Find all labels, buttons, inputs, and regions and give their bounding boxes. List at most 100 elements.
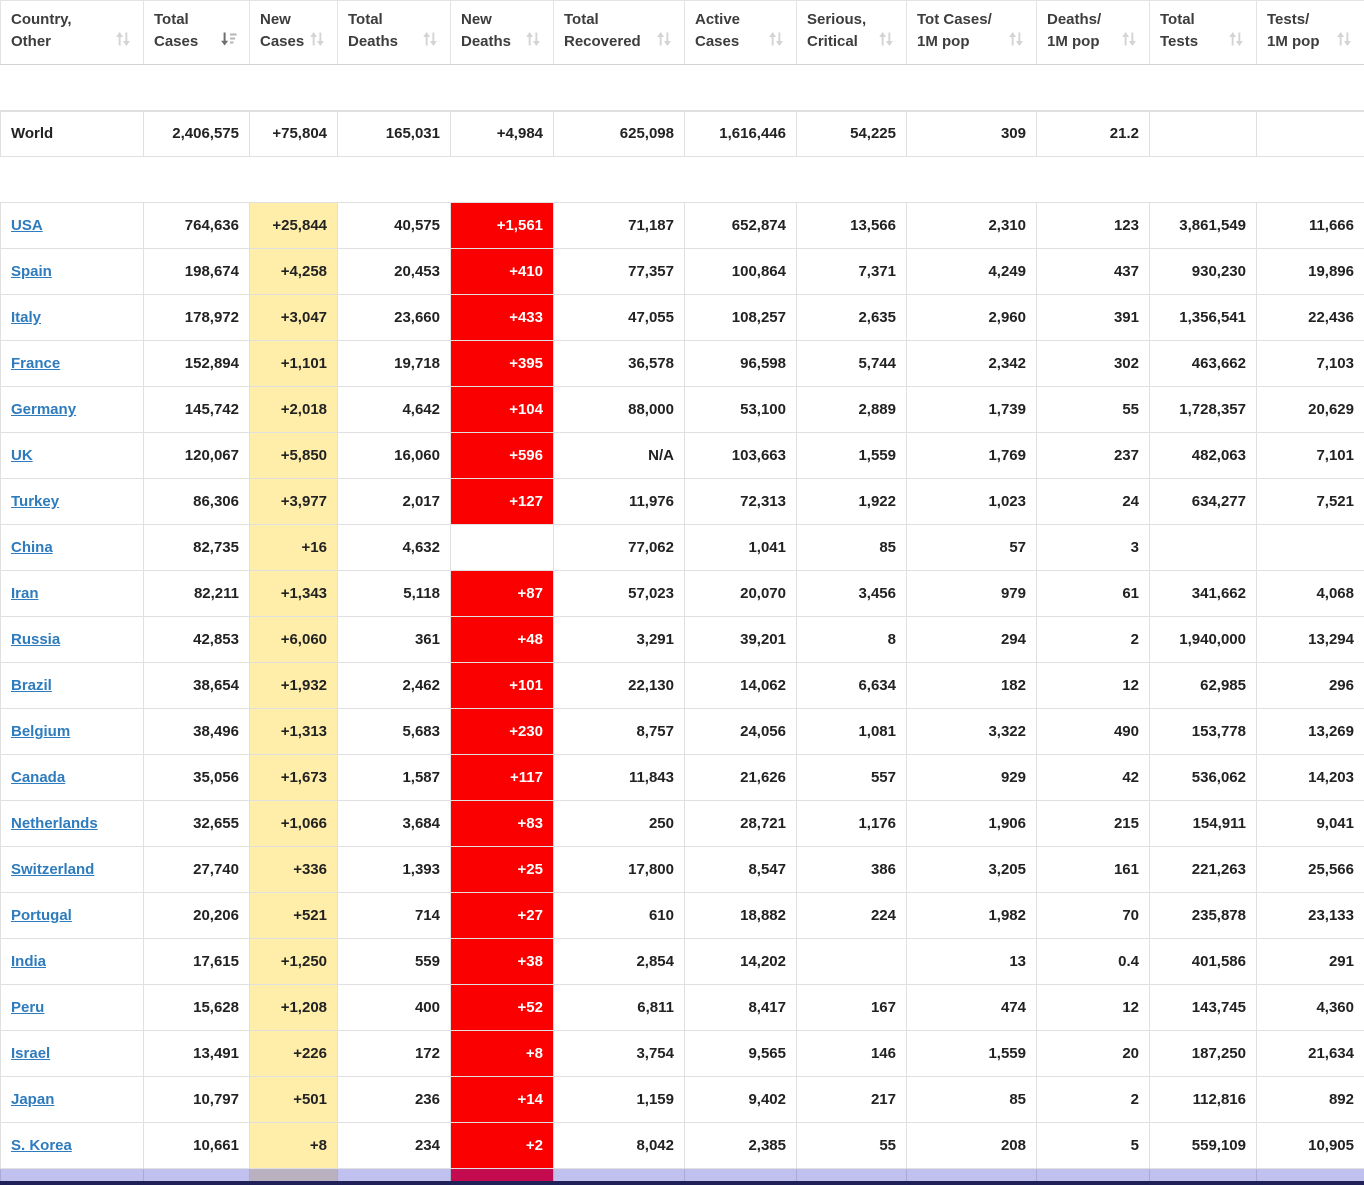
cell-tot-cases-1m: 1,769 [906,432,1037,479]
country-link[interactable]: Turkey [11,493,60,510]
column-header-label: Active Cases [695,9,740,53]
cell-total-tests [1149,109,1257,157]
cell-deaths-1m: 3 [1036,524,1150,571]
cell-active-cases: 8,417 [684,984,797,1031]
country-link[interactable]: Russia [11,631,61,648]
cell-new-cases: +1,250 [249,938,338,985]
cell-active-cases: 28,721 [684,800,797,847]
row-peru: Peru 15,628 +1,208 400 +52 6,811 8,417 167 474 1… [0,984,1364,1031]
row-brazil: Brazil 38,654 +1,932 2,462 +101 22,130 14,062… [0,662,1364,709]
cell-serious-critical: 84 [796,1168,907,1185]
cell-tot-cases-1m: 3,322 [906,708,1037,755]
country-link[interactable]: S. Korea [11,1137,72,1154]
sort-icon-wrap [1228,31,1244,53]
cell-country: Turkey [0,478,144,525]
country-link[interactable]: Switzerland [11,861,95,878]
cell-tests-1m: 13,294 [1256,616,1364,663]
cell-active-cases: 21,626 [684,754,797,801]
cell-country: Portugal [0,892,144,939]
cell-active-cases: 53,100 [684,386,797,433]
sort-icon [1009,32,1023,46]
cell-new-cases: +25,844 [249,202,338,249]
column-header-label: Serious, Critical [807,9,866,53]
cell-new-deaths: +230 [450,708,554,755]
column-header-total-recovered[interactable]: Total Recovered [553,0,685,65]
cell-serious-critical: 217 [796,1076,907,1123]
cell-serious-critical: 2,635 [796,294,907,341]
column-header-serious-critical[interactable]: Serious, Critical [796,0,907,65]
column-header-label: Country, Other [11,9,72,53]
column-header-total-tests[interactable]: Total Tests [1149,0,1257,65]
cell-tot-cases-1m: 85 [906,1076,1037,1123]
country-link[interactable]: Belgium [11,723,71,740]
column-header-total-cases[interactable]: Total Cases [143,0,250,65]
cell-tot-cases-1m: 2,310 [906,202,1037,249]
cell-total-deaths: 1,587 [337,754,451,801]
country-link[interactable]: Netherlands [11,815,98,832]
cell-total-cases: 17,615 [143,938,250,985]
cell-new-deaths: +48 [450,616,554,663]
cell-serious-critical: 1,081 [796,708,907,755]
sort-icon-wrap [878,31,894,53]
cell-new-cases: +2,018 [249,386,338,433]
cell-new-cases: +3,977 [249,478,338,525]
cell-total-tests: 559,109 [1149,1122,1257,1169]
country-link[interactable]: Canada [11,769,66,786]
cell-tests-1m: 14,203 [1256,754,1364,801]
cell-active-cases: 39,201 [684,616,797,663]
cell-deaths-1m: 215 [1036,800,1150,847]
column-header-label: Tot Cases/ 1M pop [917,9,992,53]
cell-total-cases: 15,628 [143,984,250,1031]
cell-tot-cases-1m: 3,205 [906,846,1037,893]
sort-icon [879,32,893,46]
cell-tests-1m: 11,666 [1256,202,1364,249]
cell-total-cases: 20,206 [143,892,250,939]
country-link[interactable]: Spain [11,263,52,280]
cell-total-recovered: 250 [553,800,685,847]
country-link[interactable]: Japan [11,1091,55,1108]
country-link[interactable]: Germany [11,401,77,418]
country-link[interactable]: India [11,953,47,970]
cell-new-deaths: +596 [450,432,554,479]
cell-total-tests: 221,263 [1149,846,1257,893]
cell-deaths-1m: 0.4 [1036,938,1150,985]
row-switzerland: Switzerland 27,740 +336 1,393 +25 17,800 8,54… [0,846,1364,893]
cell-serious-critical: 557 [796,754,907,801]
cell-serious-critical: 1,176 [796,800,907,847]
cell-active-cases: 1,041 [684,524,797,571]
column-header-tot-cases-1m[interactable]: Tot Cases/ 1M pop [906,0,1037,65]
country-link[interactable]: USA [11,217,43,234]
country-link[interactable]: France [11,355,61,372]
cell-tests-1m: 4,068 [1256,570,1364,617]
country-link[interactable]: Peru [11,999,45,1016]
cell-tests-1m: 21,634 [1256,1030,1364,1077]
cell-country: Russia [0,616,144,663]
country-link[interactable]: UK [11,447,33,464]
column-header-line2: 1M pop [1047,33,1100,50]
cell-active-cases: 9,565 [684,1030,797,1077]
cell-total-cases: 10,797 [143,1076,250,1123]
country-link[interactable]: China [11,539,53,556]
column-header-country[interactable]: Country, Other [0,0,144,65]
column-header-active-cases[interactable]: Active Cases [684,0,797,65]
country-link[interactable]: Israel [11,1045,51,1062]
row-spain: Spain 198,674 +4,258 20,453 +410 77,357 100,8… [0,248,1364,295]
cell-deaths-1m: 391 [1036,294,1150,341]
cell-new-deaths: +127 [450,478,554,525]
country-link[interactable]: Italy [11,309,42,326]
cell-country: Switzerland [0,846,144,893]
cell-total-recovered: 77,062 [553,524,685,571]
country-link[interactable]: Portugal [11,907,72,924]
cell-total-cases: 120,067 [143,432,250,479]
country-link[interactable]: Iran [11,585,39,602]
column-header-total-deaths[interactable]: Total Deaths [337,0,451,65]
column-header-new-deaths[interactable]: New Deaths [450,0,554,65]
column-header-new-cases[interactable]: New Cases [249,0,338,65]
sort-icon-wrap [1121,31,1137,53]
column-header-tests-1m[interactable]: Tests/ 1M pop [1256,0,1364,65]
cell-active-cases: 108,257 [684,294,797,341]
cell-active-cases: 2,385 [684,1122,797,1169]
cell-total-tests: 235,878 [1149,892,1257,939]
column-header-deaths-1m[interactable]: Deaths/ 1M pop [1036,0,1150,65]
country-link[interactable]: Brazil [11,677,52,694]
